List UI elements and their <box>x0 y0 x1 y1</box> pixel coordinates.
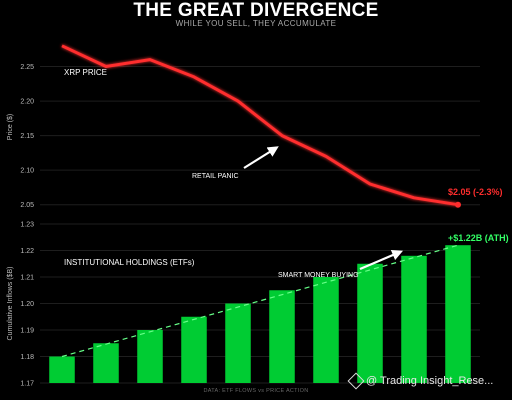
price-tick-label: 2.20 <box>20 99 34 106</box>
chart-title: THE GREAT DIVERGENCE <box>133 0 379 21</box>
series-label-price: XRP PRICE <box>64 68 107 77</box>
inflow-bar <box>357 263 383 383</box>
inflow-bar <box>225 303 251 383</box>
inflow-bar <box>401 255 427 383</box>
bar-axis-label: Cumulative Inflows ($B) <box>7 267 14 341</box>
smart-money-arrow <box>359 249 404 271</box>
bar-tick-label: 1.23 <box>20 222 34 229</box>
annotation-smart-money: SMART MONEY BUYING <box>278 272 359 279</box>
inflow-bar <box>445 245 471 383</box>
inflow-bar <box>137 330 163 383</box>
watermark: @ Trading Insight_Rese... <box>347 372 494 390</box>
price-tick-label: 2.05 <box>20 202 34 209</box>
price-tick-label: 2.25 <box>20 64 34 71</box>
series-label-holdings: INSTITUTIONAL HOLDINGS (ETFs) <box>64 258 195 267</box>
inflow-bar <box>269 290 295 383</box>
price-tick-label: 2.10 <box>20 168 34 175</box>
bar-tick-label: 1.19 <box>20 328 34 335</box>
bar-tick-label: 1.20 <box>20 301 34 308</box>
chart-subtitle: WHILE YOU SELL, THEY ACCUMULATE <box>175 19 337 28</box>
inflow-bar <box>313 277 339 383</box>
inflow-bar <box>49 356 75 383</box>
brand-logo-icon <box>347 372 365 390</box>
price-series-line <box>61 44 459 207</box>
bar-tick-label: 1.22 <box>20 248 34 255</box>
inflow-trend-line <box>61 244 459 358</box>
price-end-label: $2.05 (-2.3%) <box>448 187 503 197</box>
watermark-text: @ Trading Insight_Rese... <box>366 375 494 387</box>
inflow-bar <box>93 343 119 383</box>
bar-tick-label: 1.21 <box>20 275 34 282</box>
bar-tick-label: 1.17 <box>20 381 34 388</box>
source-note: DATA: ETF FLOWS vs PRICE ACTION <box>203 388 309 394</box>
retail-panic-arrow <box>243 146 279 169</box>
annotation-retail-panic: RETAIL PANIC <box>192 173 239 180</box>
bar-tick-label: 1.18 <box>20 354 34 361</box>
price-tick-label: 2.15 <box>20 133 34 140</box>
price-last-point <box>455 201 461 208</box>
holdings-end-label: +$1.22B (ATH) <box>448 233 509 243</box>
price-axis-label: Price ($) <box>7 114 14 140</box>
inflow-bar <box>181 316 207 383</box>
